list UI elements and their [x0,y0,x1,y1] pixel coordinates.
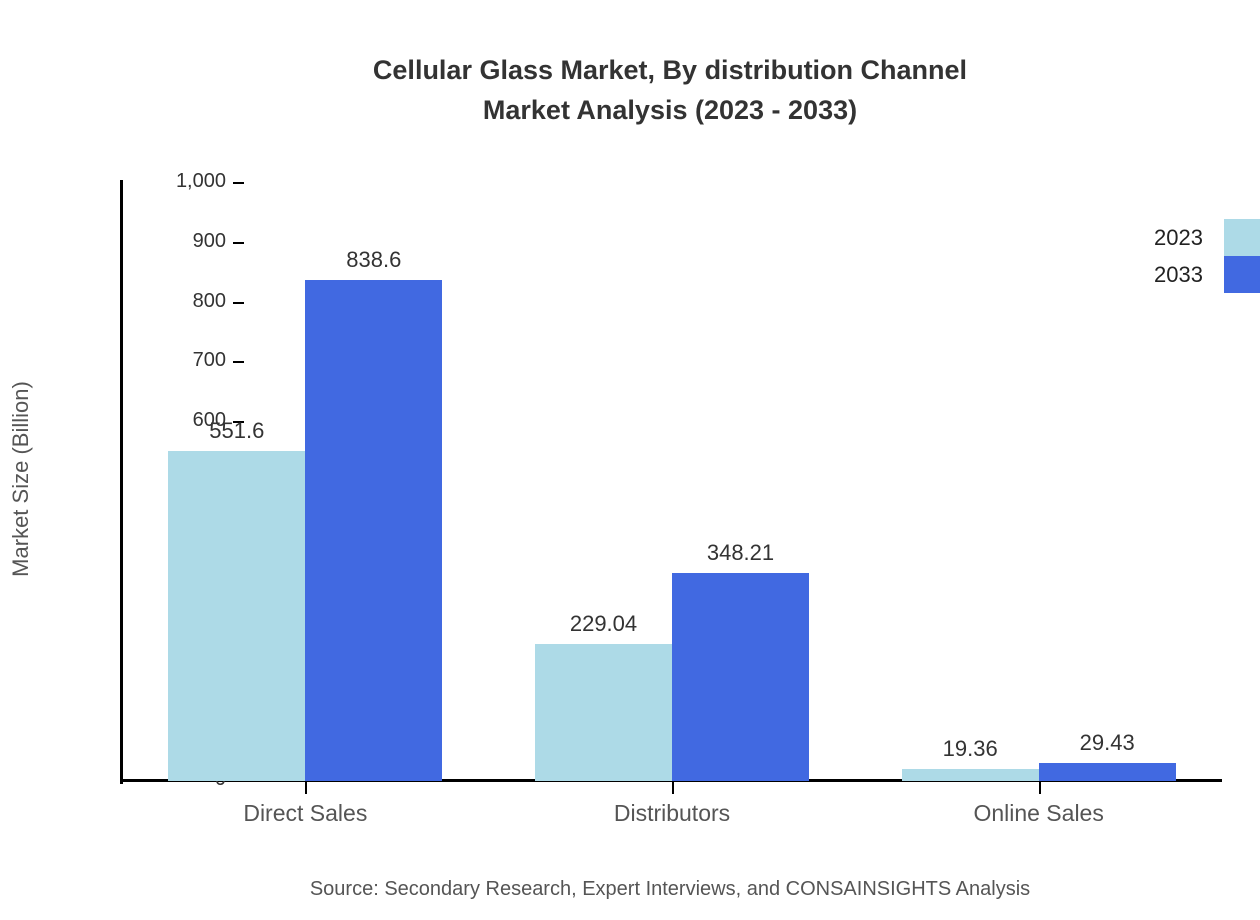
bar-value-label: 551.6 [209,418,265,444]
bar-value-label: 229.04 [569,611,638,637]
chart-title: Cellular Glass Market, By distribution C… [0,50,1260,130]
legend-item-2023[interactable]: 2023 [1130,219,1260,256]
y-axis-tick-label: 800 [192,289,226,312]
bar-2023-direct-sales[interactable] [168,451,306,781]
bar-2023-distributors[interactable] [535,644,672,781]
y-axis-tick-mark [233,241,244,244]
y-axis-tick-mark [233,301,244,304]
legend-label: 2033 [1154,262,1203,287]
x-axis-tick-mark [1038,781,1041,794]
plot-area: 01002003004005006007008009001,000 551.62… [122,170,1222,794]
legend-item-2033[interactable]: 2033 [1130,256,1260,293]
x-axis-category-label: Distributors [613,800,731,826]
y-axis-title: Market Size (Billion) [8,381,33,577]
y-axis-line [120,180,123,784]
legend-swatch [1224,256,1260,293]
legend-swatch [1224,219,1260,256]
bar-value-label: 838.6 [346,246,402,272]
bar-2023-online-sales[interactable] [901,769,1039,781]
y-axis-tick-mark [233,421,244,424]
bar-value-label: 29.43 [1079,730,1135,756]
y-axis-tick-label: 600 [192,409,226,432]
bar-2033-distributors[interactable] [672,572,809,781]
legend-label: 2023 [1154,225,1203,250]
bar-2033-direct-sales[interactable] [305,279,443,781]
y-axis-tick-label: 700 [192,349,226,372]
x-axis-tick-mark [305,781,308,794]
bar-value-label: 348.21 [706,539,775,565]
y-axis-tick-label: 900 [192,229,226,252]
source-note: Source: Secondary Research, Expert Inter… [309,878,1031,900]
x-axis-category-label: Online Sales [973,800,1104,826]
chart-legend: 2023 2033 [1130,219,1260,293]
y-axis-tick-mark [233,780,244,782]
chart-title-line-2: Market Analysis (2023 - 2033) [482,95,858,125]
y-axis-tick-mark [233,182,244,184]
y-axis-tick-label: 1,000 [175,170,226,192]
x-axis-category-label: Direct Sales [243,800,368,826]
chart-title-line-1: Cellular Glass Market, By distribution C… [372,55,968,85]
bar-value-label: 19.36 [942,736,998,762]
x-axis-tick-mark [672,781,674,794]
bar-2033-online-sales[interactable] [1038,763,1176,781]
y-axis-tick-mark [233,361,244,364]
